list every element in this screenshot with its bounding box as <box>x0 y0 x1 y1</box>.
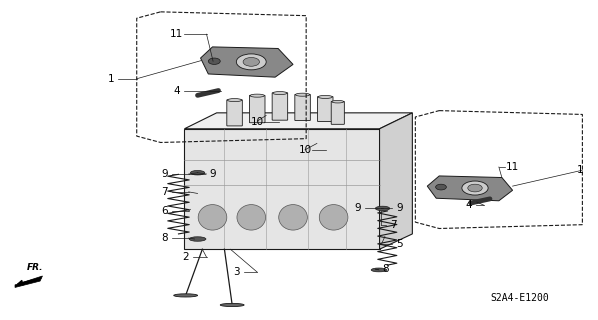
Ellipse shape <box>371 268 387 272</box>
Ellipse shape <box>273 92 287 95</box>
Text: 11: 11 <box>170 29 184 39</box>
Polygon shape <box>15 276 42 287</box>
Circle shape <box>243 58 260 66</box>
Polygon shape <box>380 113 413 249</box>
FancyBboxPatch shape <box>272 93 288 120</box>
Text: S2A4-E1200: S2A4-E1200 <box>490 293 549 303</box>
Ellipse shape <box>190 171 205 175</box>
Circle shape <box>236 54 266 70</box>
Circle shape <box>462 181 488 195</box>
FancyBboxPatch shape <box>227 100 242 126</box>
Ellipse shape <box>319 204 348 230</box>
Ellipse shape <box>227 99 242 102</box>
Polygon shape <box>184 129 380 249</box>
FancyBboxPatch shape <box>331 101 344 124</box>
Text: 8: 8 <box>161 233 168 243</box>
Ellipse shape <box>173 294 197 297</box>
Ellipse shape <box>237 204 266 230</box>
FancyBboxPatch shape <box>295 94 310 121</box>
Text: 7: 7 <box>161 187 168 197</box>
Ellipse shape <box>220 303 244 307</box>
Circle shape <box>435 184 446 190</box>
Text: 7: 7 <box>390 220 396 230</box>
FancyBboxPatch shape <box>249 95 265 123</box>
Circle shape <box>208 58 220 64</box>
Ellipse shape <box>318 95 332 99</box>
Ellipse shape <box>198 204 227 230</box>
Text: 10: 10 <box>298 146 312 156</box>
Ellipse shape <box>332 100 344 103</box>
Polygon shape <box>428 176 512 201</box>
Polygon shape <box>200 47 293 77</box>
Text: FR.: FR. <box>27 263 44 272</box>
Text: 9: 9 <box>209 169 216 179</box>
Text: 10: 10 <box>251 117 264 127</box>
Circle shape <box>468 184 482 192</box>
Text: 8: 8 <box>382 264 389 274</box>
Text: 9: 9 <box>396 204 402 213</box>
Text: 1: 1 <box>108 74 114 84</box>
Text: 5: 5 <box>396 239 402 249</box>
Ellipse shape <box>189 237 206 241</box>
Text: 9: 9 <box>161 169 168 179</box>
Text: 4: 4 <box>173 86 180 97</box>
Text: 3: 3 <box>233 267 240 277</box>
FancyBboxPatch shape <box>318 97 333 122</box>
Ellipse shape <box>295 93 310 96</box>
Ellipse shape <box>250 94 264 97</box>
Text: 6: 6 <box>161 206 168 216</box>
Polygon shape <box>184 113 413 129</box>
Ellipse shape <box>376 206 390 211</box>
Text: 2: 2 <box>182 252 189 262</box>
Text: 4: 4 <box>466 200 472 210</box>
Ellipse shape <box>279 204 307 230</box>
Text: 9: 9 <box>354 204 361 213</box>
Text: 1: 1 <box>577 165 584 175</box>
Text: 11: 11 <box>506 162 519 172</box>
